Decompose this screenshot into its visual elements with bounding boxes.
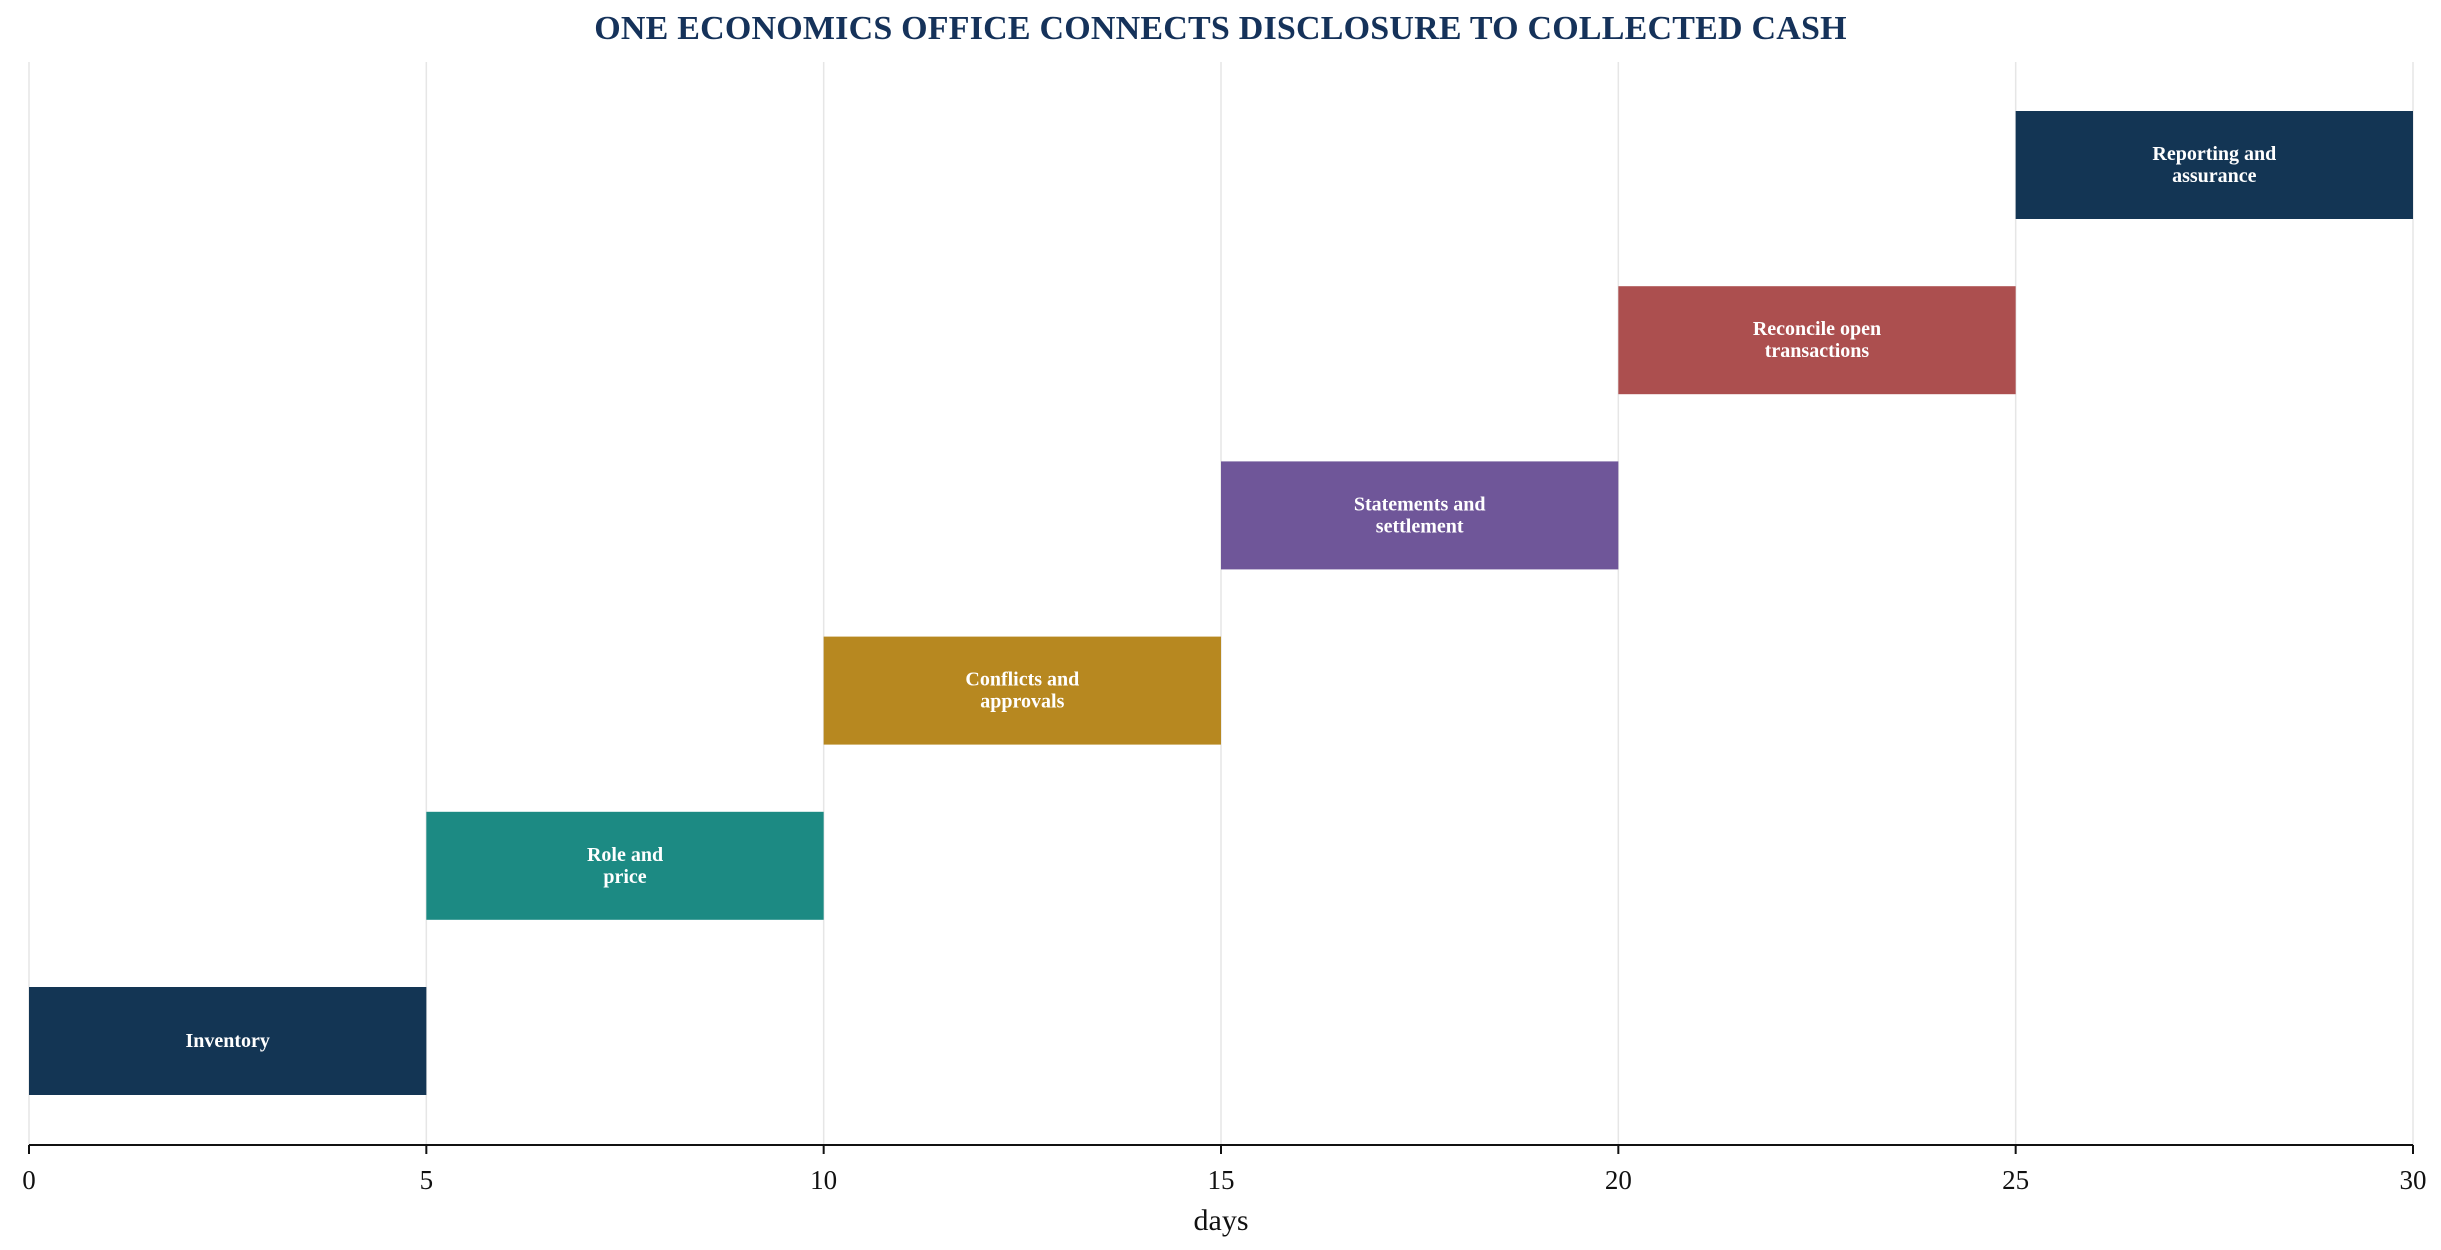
task-bar-group: Reconcile open transactions xyxy=(1618,286,2016,395)
task-bar xyxy=(823,636,1221,745)
task-bar-label: Reporting and assurance xyxy=(2152,143,2276,187)
x-tick-label: 25 xyxy=(2002,1165,2029,1195)
task-bar-label: Inventory xyxy=(185,1030,269,1052)
x-tick-label: 0 xyxy=(22,1165,36,1195)
task-bar-label: Reconcile open transactions xyxy=(1753,318,1881,362)
task-bar xyxy=(1618,286,2016,395)
task-bar-label: Statements and settlement xyxy=(1354,493,1486,537)
x-tick-label: 10 xyxy=(810,1165,837,1195)
chart-title: ONE ECONOMICS OFFICE CONNECTS DISCLOSURE… xyxy=(594,10,1847,47)
grid-lines xyxy=(28,62,2414,1145)
x-ticks: 0 5 10 15 20 25 30 xyxy=(22,1145,2427,1195)
task-bar-group: Reporting and assurance xyxy=(2015,111,2413,219)
task-bar-group: Role and price xyxy=(426,811,824,920)
task-bar-label: Role and price xyxy=(587,844,663,888)
x-axis-label: days xyxy=(1194,1204,1249,1237)
task-bar xyxy=(2015,111,2413,219)
task-bars: Inventory Role and price Conflicts and appro… xyxy=(29,111,2413,1095)
task-bar xyxy=(426,811,824,920)
task-bar-group: Statements and settlement xyxy=(1221,461,1619,570)
task-bar-group: Inventory xyxy=(29,987,427,1095)
task-bar-label: Conflicts and approvals xyxy=(965,669,1079,713)
task-bar-group: Conflicts and approvals xyxy=(823,636,1221,745)
x-tick-label: 15 xyxy=(1208,1165,1235,1195)
x-tick-label: 5 xyxy=(420,1165,434,1195)
x-tick-label: 30 xyxy=(2400,1165,2427,1195)
x-tick-label: 20 xyxy=(1605,1165,1632,1195)
task-bar xyxy=(1221,461,1619,570)
task-bar xyxy=(29,987,427,1095)
